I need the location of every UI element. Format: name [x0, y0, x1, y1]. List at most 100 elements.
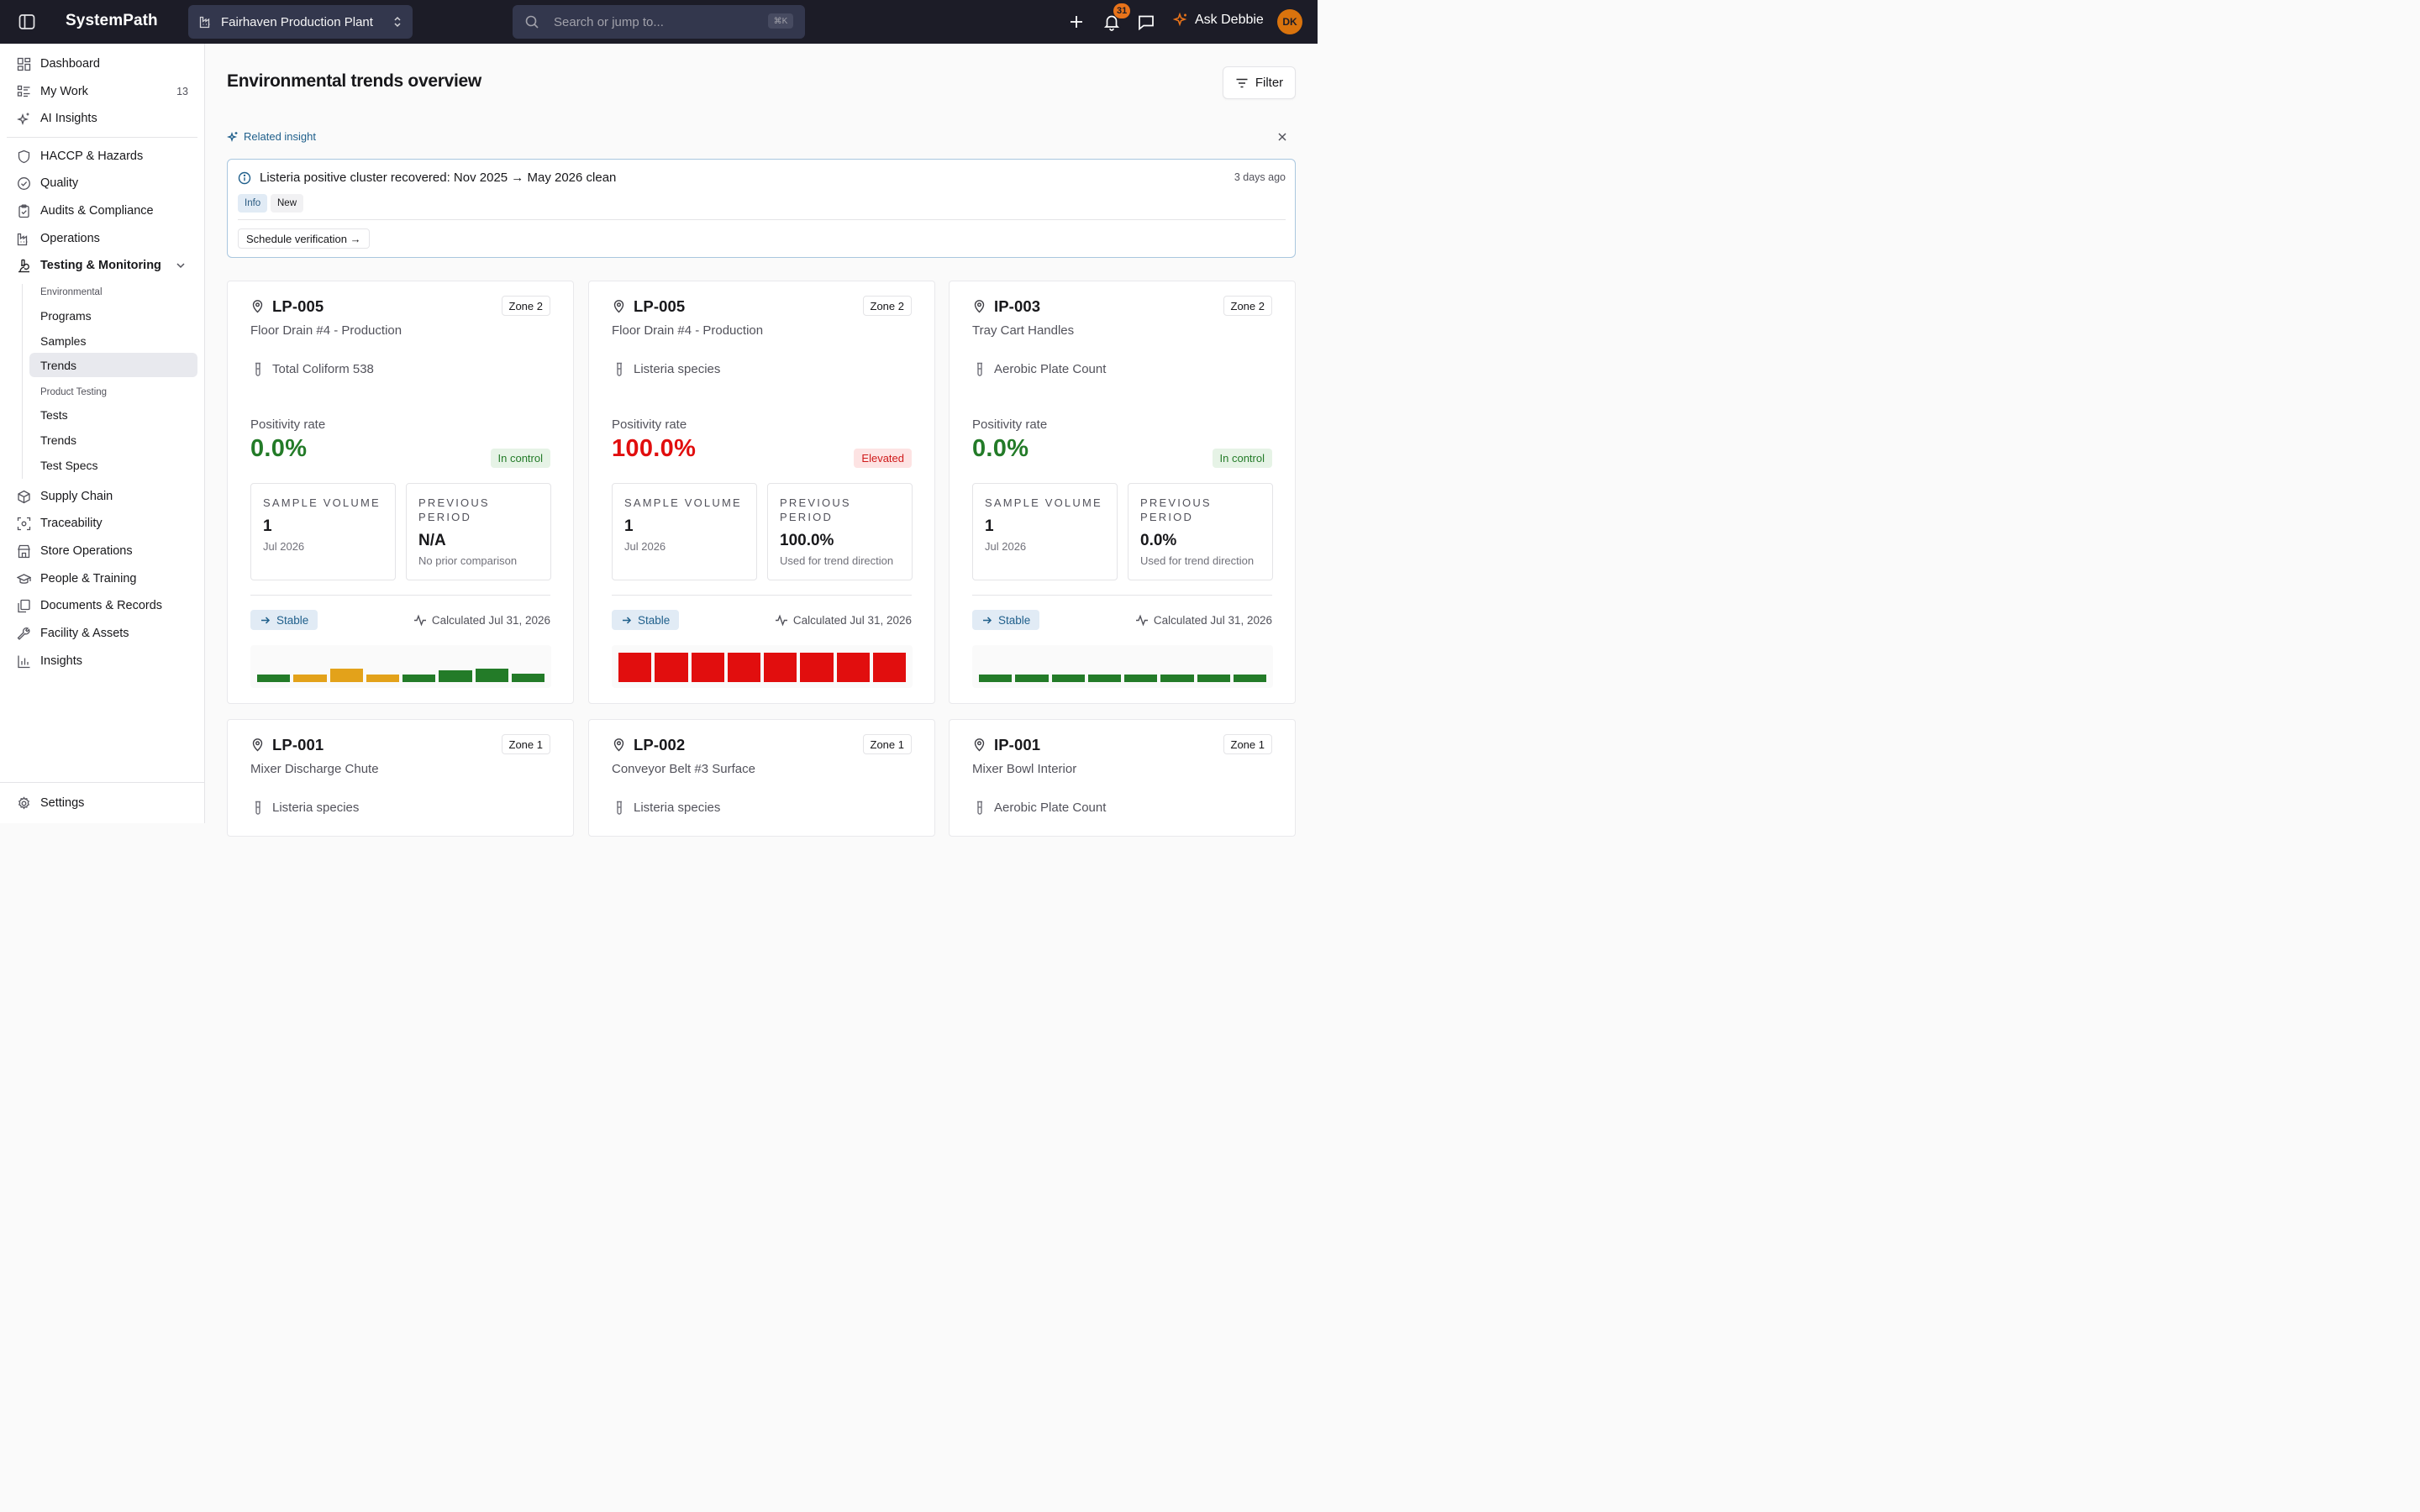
sidebar-item-env-programs[interactable]: Programs — [40, 308, 92, 323]
metric-label: Sample volume — [985, 496, 1102, 509]
metric-subtext: No prior comparison — [418, 554, 518, 567]
avatar[interactable]: DK — [1277, 9, 1302, 34]
list-icon — [17, 85, 30, 97]
trend-card[interactable]: LP-005 Zone 2 Floor Drain #4 - Production T… — [227, 281, 574, 704]
test-name: Aerobic Plate Count — [994, 362, 1107, 376]
metric-subtext: Used for trend direction — [1140, 554, 1255, 567]
sidebar-item-dashboard[interactable]: Dashboard — [7, 51, 197, 76]
settings-section: Settings — [0, 782, 204, 823]
sidebar-item-label: Testing & Monitoring — [40, 259, 161, 272]
ask-debbie-button[interactable]: Ask Debbie — [1172, 12, 1264, 29]
trend-card[interactable]: LP-005 Zone 2 Floor Drain #4 - Production L… — [588, 281, 935, 704]
site-selector[interactable]: Fairhaven Production Plant — [188, 5, 413, 39]
sparkline — [972, 645, 1273, 688]
sidebar-item-audits[interactable]: Audits & Compliance — [7, 198, 197, 223]
calculated-date: Calculated Jul 31, 2026 — [413, 613, 550, 627]
sidebar-item-my-work[interactable]: My Work 13 — [7, 79, 197, 104]
sidebar-item-traceability[interactable]: Traceability — [7, 511, 197, 536]
sample-volume-box: Sample volume 1 Jul 2026 — [972, 483, 1118, 580]
calculated-text: Calculated Jul 31, 2026 — [792, 613, 912, 627]
test-name: Listeria species — [272, 801, 360, 815]
brand-logo[interactable]: SystemPath — [66, 12, 158, 29]
sparkline-bar — [257, 675, 291, 682]
metric-label: Previous period — [1140, 496, 1212, 523]
search-shortcut: ⌘K — [768, 13, 793, 29]
location-name: Floor Drain #4 - Production — [612, 323, 764, 338]
location-code: IP-003 — [994, 297, 1041, 315]
test-name: Total Coliform 538 — [272, 362, 374, 376]
sidebar-item-label: Documents & Records — [40, 599, 163, 612]
search-input[interactable]: Search or jump to... ⌘K — [513, 5, 805, 39]
sparkline-bar — [1051, 675, 1085, 682]
trend-card[interactable]: LP-001 Zone 1 Mixer Discharge Chute Listeri… — [227, 719, 574, 837]
add-icon[interactable] — [1067, 13, 1086, 31]
sparkline-bar — [1160, 675, 1194, 682]
info-icon — [238, 171, 251, 185]
sidebar-item-test-specs[interactable]: Test Specs — [40, 458, 98, 472]
sparkline-bar — [475, 669, 508, 682]
sidebar-item-label: Settings — [40, 796, 85, 810]
trend-label: Stable — [276, 613, 309, 627]
sidebar-item-label: Traceability — [40, 517, 103, 530]
sidebar-item-label: People & Training — [40, 572, 137, 585]
chevron-up-down-icon — [392, 15, 402, 29]
wrench-icon — [17, 627, 30, 640]
sub-heading-environmental: Environmental — [40, 287, 103, 297]
site-name: Fairhaven Production Plant — [221, 14, 373, 29]
sparkline-bar — [836, 653, 870, 682]
map-pin-icon — [250, 738, 265, 752]
package-icon — [18, 490, 30, 503]
sidebar-item-operations[interactable]: Operations — [7, 226, 197, 251]
insight-timestamp: 3 days ago — [1234, 171, 1286, 183]
insight-title: Listeria positive cluster recovered: Nov… — [260, 171, 617, 185]
map-pin-icon — [972, 738, 986, 752]
sidebar-toggle-icon[interactable] — [18, 13, 36, 31]
bell-icon[interactable] — [1102, 13, 1121, 31]
metric-subtext: Jul 2026 — [263, 540, 305, 553]
test-tube-icon — [614, 801, 624, 816]
sidebar-item-env-samples[interactable]: Samples — [40, 333, 87, 348]
insight-card[interactable]: Listeria positive cluster recovered: Nov… — [227, 159, 1296, 258]
card-divider — [250, 595, 550, 596]
trend-card[interactable]: LP-002 Zone 1 Conveyor Belt #3 Surface List… — [588, 719, 935, 837]
sidebar-item-label: Quality — [40, 176, 79, 190]
test-tube-icon — [614, 362, 624, 377]
sidebar-item-product-tests[interactable]: Tests — [40, 407, 68, 422]
positivity-label: Positivity rate — [612, 417, 687, 432]
sidebar-item-people-training[interactable]: People & Training — [7, 566, 197, 591]
sidebar-item-testing-monitoring[interactable]: Testing & Monitoring — [7, 253, 197, 278]
sidebar-item-env-trends[interactable]: Trends — [29, 353, 197, 377]
calculated-text: Calculated Jul 31, 2026 — [1153, 613, 1272, 627]
sparkline-bar — [293, 675, 327, 682]
sidebar-item-product-trends[interactable]: Trends — [40, 433, 77, 447]
top-bar: SystemPath Fairhaven Production Plant Se… — [0, 0, 1318, 44]
sidebar-item-facility-assets[interactable]: Facility & Assets — [7, 621, 197, 646]
trend-card[interactable]: IP-001 Zone 1 Mixer Bowl Interior Aerobic P… — [949, 719, 1296, 837]
sidebar-item-ai-insights[interactable]: AI Insights — [7, 106, 197, 131]
search-icon — [524, 14, 539, 29]
sidebar-item-quality[interactable]: Quality — [7, 171, 197, 196]
filter-button[interactable]: Filter — [1223, 66, 1296, 99]
calculated-date: Calculated Jul 31, 2026 — [1135, 613, 1272, 627]
sidebar-item-supply-chain[interactable]: Supply Chain — [7, 484, 197, 509]
graduation-cap-icon — [17, 573, 31, 584]
sidebar-item-documents-records[interactable]: Documents & Records — [7, 593, 197, 618]
close-icon[interactable] — [1276, 131, 1288, 143]
my-work-count: 13 — [176, 86, 188, 97]
trend-card[interactable]: IP-003 Zone 2 Tray Cart Handles Aerobic Pla… — [949, 281, 1296, 704]
metric-label: Sample volume — [263, 496, 381, 509]
sidebar-item-insights[interactable]: Insights — [7, 648, 197, 674]
status-badge: In control — [1212, 449, 1272, 468]
activity-icon — [775, 613, 788, 627]
sidebar-item-haccp[interactable]: HACCP & Hazards — [7, 144, 197, 169]
test-tube-icon — [975, 801, 985, 816]
location-name: Floor Drain #4 - Production — [250, 323, 402, 338]
arrow-right-icon — [260, 615, 271, 626]
zone-badge: Zone 2 — [1223, 296, 1272, 316]
schedule-verification-button[interactable]: Schedule verification → — [238, 228, 370, 249]
sidebar-item-settings[interactable]: Settings — [7, 790, 197, 816]
location-name: Conveyor Belt #3 Surface — [612, 762, 755, 776]
chat-icon[interactable] — [1137, 13, 1155, 31]
sidebar-item-store-operations[interactable]: Store Operations — [7, 538, 197, 564]
shield-icon — [18, 150, 30, 163]
